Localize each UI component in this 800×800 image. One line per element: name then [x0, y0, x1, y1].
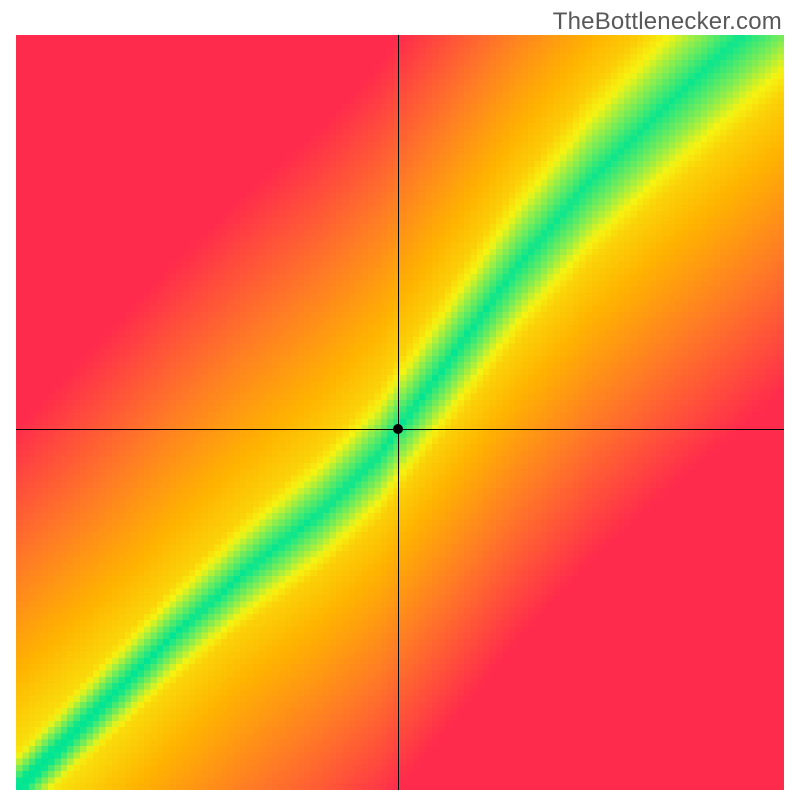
bottleneck-heatmap: [16, 35, 784, 790]
watermark-text: TheBottlenecker.com: [553, 8, 782, 36]
chart-container: TheBottlenecker.com: [0, 0, 800, 800]
selection-marker: [393, 424, 403, 434]
crosshair-vertical: [398, 35, 399, 790]
plot-area: [16, 35, 784, 790]
